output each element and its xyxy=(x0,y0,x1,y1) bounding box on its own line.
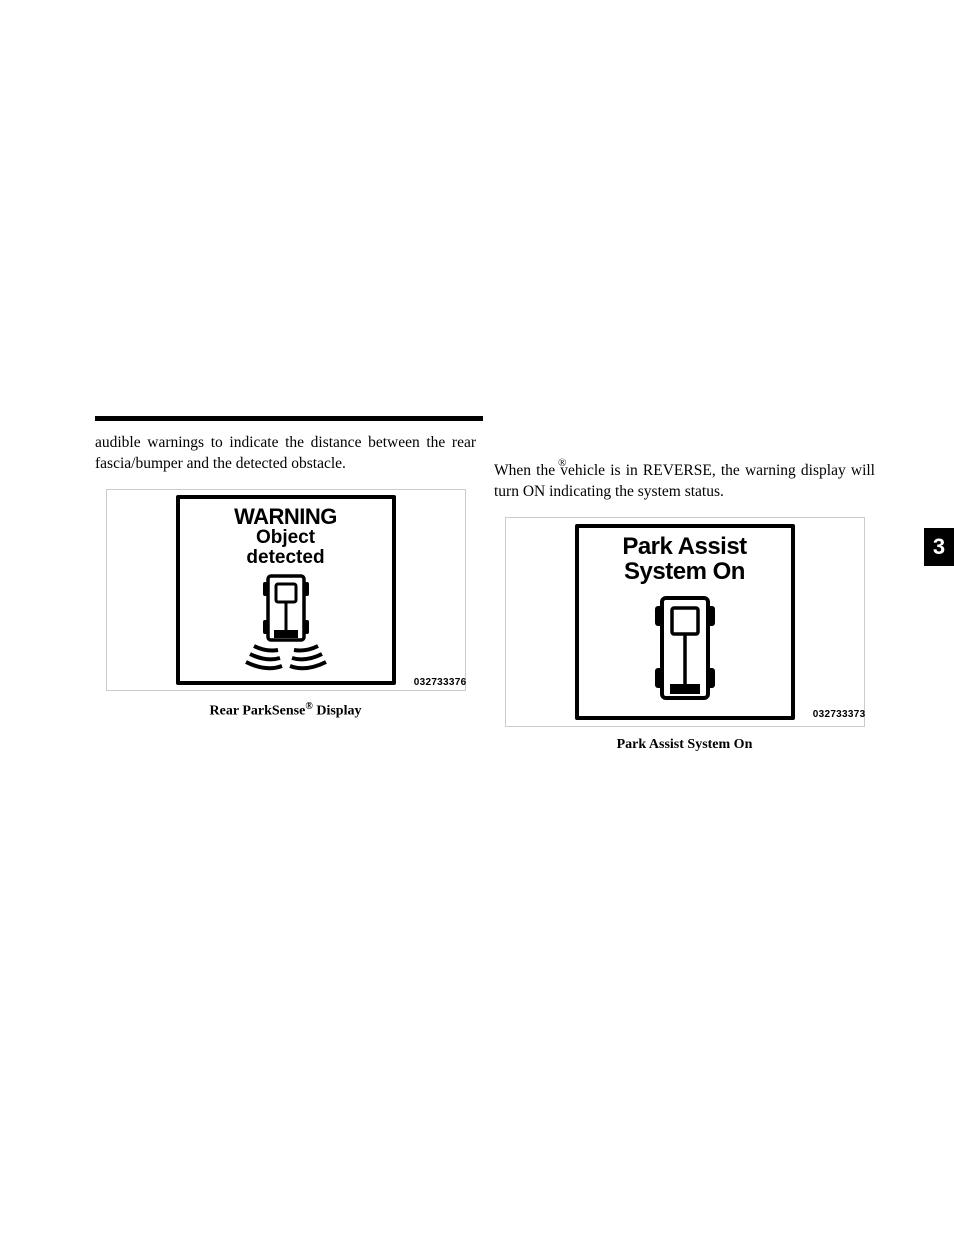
section-tab: 3 xyxy=(924,528,954,566)
left-body-text: audible warnings to indicate the distanc… xyxy=(95,433,476,475)
left-caption-post: Display xyxy=(313,704,362,719)
right-column: ® When the vehicle is in REVERSE, the wa… xyxy=(494,433,875,753)
right-body-text: When the vehicle is in REVERSE, the warn… xyxy=(494,461,875,503)
parkassist-display-box: Park Assist System On xyxy=(575,524,795,720)
left-figure: WARNING Object detected xyxy=(95,489,476,720)
page-content: audible warnings to indicate the distanc… xyxy=(95,416,875,753)
warning-display-box: WARNING Object detected xyxy=(176,495,396,685)
left-column: audible warnings to indicate the distanc… xyxy=(95,433,476,753)
parkassist-line1: Park Assist xyxy=(622,534,746,559)
right-image-code: 032733373 xyxy=(813,709,866,720)
heading-registered-mark: ® xyxy=(558,457,566,469)
left-caption: Rear ParkSense® Display xyxy=(95,701,476,720)
vehicle-with-arcs-icon xyxy=(226,572,346,676)
right-caption: Park Assist System On xyxy=(494,737,875,753)
horizontal-rule xyxy=(95,416,483,421)
parkassist-line2: System On xyxy=(624,559,745,584)
right-figure: Park Assist System On xyxy=(494,517,875,753)
warning-line3: detected xyxy=(246,548,324,568)
left-image-code: 032733376 xyxy=(414,677,467,688)
two-column-layout: audible warnings to indicate the distanc… xyxy=(95,433,875,753)
left-figure-frame: WARNING Object detected xyxy=(106,489,466,691)
right-figure-frame: Park Assist System On xyxy=(505,517,865,727)
left-caption-pre: Rear ParkSense xyxy=(210,704,306,719)
warning-line2: Object xyxy=(256,528,315,548)
vehicle-icon xyxy=(640,592,730,710)
warning-title: WARNING xyxy=(234,505,337,528)
left-caption-sup: ® xyxy=(305,701,312,712)
